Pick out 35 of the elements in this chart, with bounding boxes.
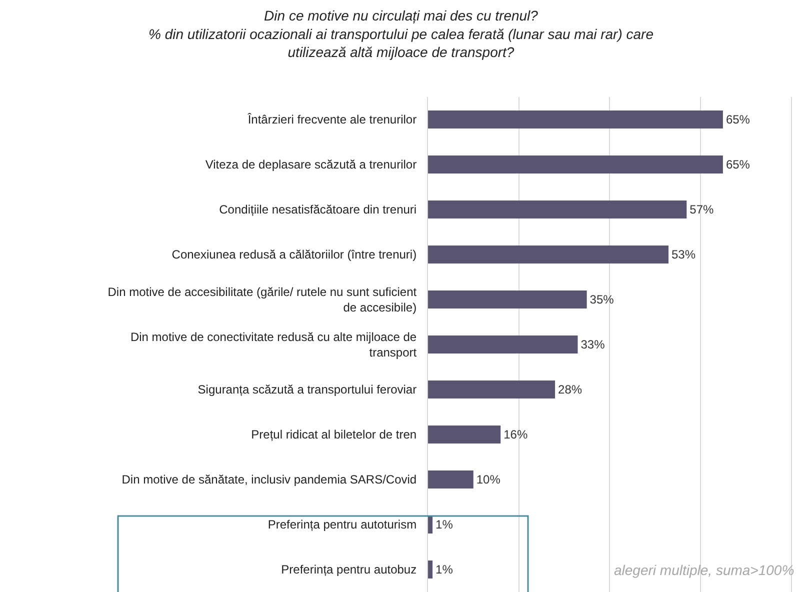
y-tick-label: Preferința pentru autobuz (281, 562, 417, 577)
bar (428, 110, 723, 128)
data-label: 28% (558, 382, 582, 396)
y-tick-label: Siguranța scăzută a transportului feroviar (198, 382, 417, 397)
y-tick-label: Condițiile nesatisfăcătoare din trenuri (219, 202, 417, 217)
y-tick-label: Preferința pentru autoturism (268, 518, 417, 532)
chart-title: Din ce motive nu circulați mai des cu trenul? % din utilizatorii ocazionali ai transportului pe calea ferată (lunar sau mai rar) care utilizează altă mijloace de transport? (148, 8, 654, 60)
annotation: alegeri multiple, suma>100% (614, 562, 794, 578)
data-label: 65% (726, 112, 750, 126)
y-tick-label: Din motive de conectivitate redusă cu alte mijloace de transport (130, 330, 418, 360)
bar (428, 426, 501, 444)
data-label: 33% (580, 338, 606, 352)
data-label: 65% (726, 158, 750, 172)
y-tick-label: Viteza de deplasare scăzută a trenurilor (205, 158, 417, 172)
bar (428, 156, 723, 174)
y-tick-label: Întârzieri frecvente ale trenurilor (246, 112, 417, 127)
data-label: 10% (476, 472, 501, 486)
y-tick-label: Din motive de sănătate, inclusiv pandemia SARS/Covid (122, 472, 417, 487)
bar (428, 336, 578, 354)
bar (428, 200, 687, 218)
data-label: 57% (690, 202, 714, 216)
bar (428, 516, 433, 534)
y-tick-label: Conexiunea redusă a călătoriilor (între trenuri) (172, 248, 417, 262)
bar (428, 470, 474, 488)
bar (428, 560, 433, 578)
bar (428, 246, 668, 264)
y-tick-label: Prețul ridicat al biletelor de tren (251, 428, 417, 442)
bar (428, 290, 587, 308)
data-label: 53% (671, 248, 696, 262)
data-label: 1% (436, 562, 454, 576)
bar (428, 380, 556, 398)
data-label: 35% (590, 292, 614, 306)
data-label: 16% (504, 428, 528, 442)
data-label: 1% (436, 518, 454, 532)
y-tick-label: Din motive de accesibilitate (gările/ rutele nu sunt suficient de accesibile) (108, 284, 418, 314)
